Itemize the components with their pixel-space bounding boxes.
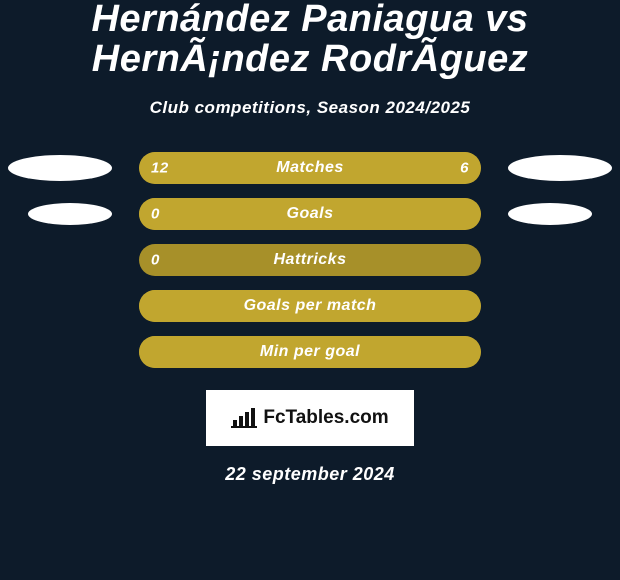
player-left-oval bbox=[28, 203, 112, 225]
footer-date: 22 september 2024 bbox=[0, 464, 620, 485]
stat-value-left: 12 bbox=[151, 159, 169, 176]
stat-value-left: 0 bbox=[151, 251, 160, 268]
player-right-oval bbox=[508, 203, 592, 225]
stat-label: Hattricks bbox=[139, 251, 481, 269]
page-title: Hernández Paniagua vs HernÃ¡ndez RodrÃ­g… bbox=[0, 0, 620, 80]
logo-text: FcTables.com bbox=[263, 407, 388, 429]
stat-value-left: 0 bbox=[151, 205, 160, 222]
stat-row: Goals per match bbox=[0, 290, 620, 322]
stat-label: Min per goal bbox=[139, 343, 481, 361]
stat-bar: Matches12 6 bbox=[139, 152, 481, 184]
stat-label: Matches bbox=[139, 159, 481, 177]
stat-bar: Min per goal bbox=[139, 336, 481, 368]
comparison-canvas: Hernández Paniagua vs HernÃ¡ndez RodrÃ­g… bbox=[0, 0, 620, 580]
barchart-icon bbox=[231, 408, 257, 428]
fctables-logo: FcTables.com bbox=[206, 390, 414, 446]
stat-label: Goals per match bbox=[139, 297, 481, 315]
stat-value-right: 6 bbox=[460, 159, 469, 176]
stat-row: Matches12 6 bbox=[0, 152, 620, 184]
stat-bar: Hattricks0 bbox=[139, 244, 481, 276]
stat-row: Goals0 bbox=[0, 198, 620, 230]
stat-row: Min per goal bbox=[0, 336, 620, 368]
subtitle: Club competitions, Season 2024/2025 bbox=[0, 98, 620, 118]
player-left-oval bbox=[8, 155, 112, 181]
stat-label: Goals bbox=[139, 205, 481, 223]
stat-bar: Goals0 bbox=[139, 198, 481, 230]
stat-bar: Goals per match bbox=[139, 290, 481, 322]
stat-row: Hattricks0 bbox=[0, 244, 620, 276]
player-right-oval bbox=[508, 155, 612, 181]
stat-rows: Matches126Goals0Hattricks0Goals per matc… bbox=[0, 152, 620, 368]
